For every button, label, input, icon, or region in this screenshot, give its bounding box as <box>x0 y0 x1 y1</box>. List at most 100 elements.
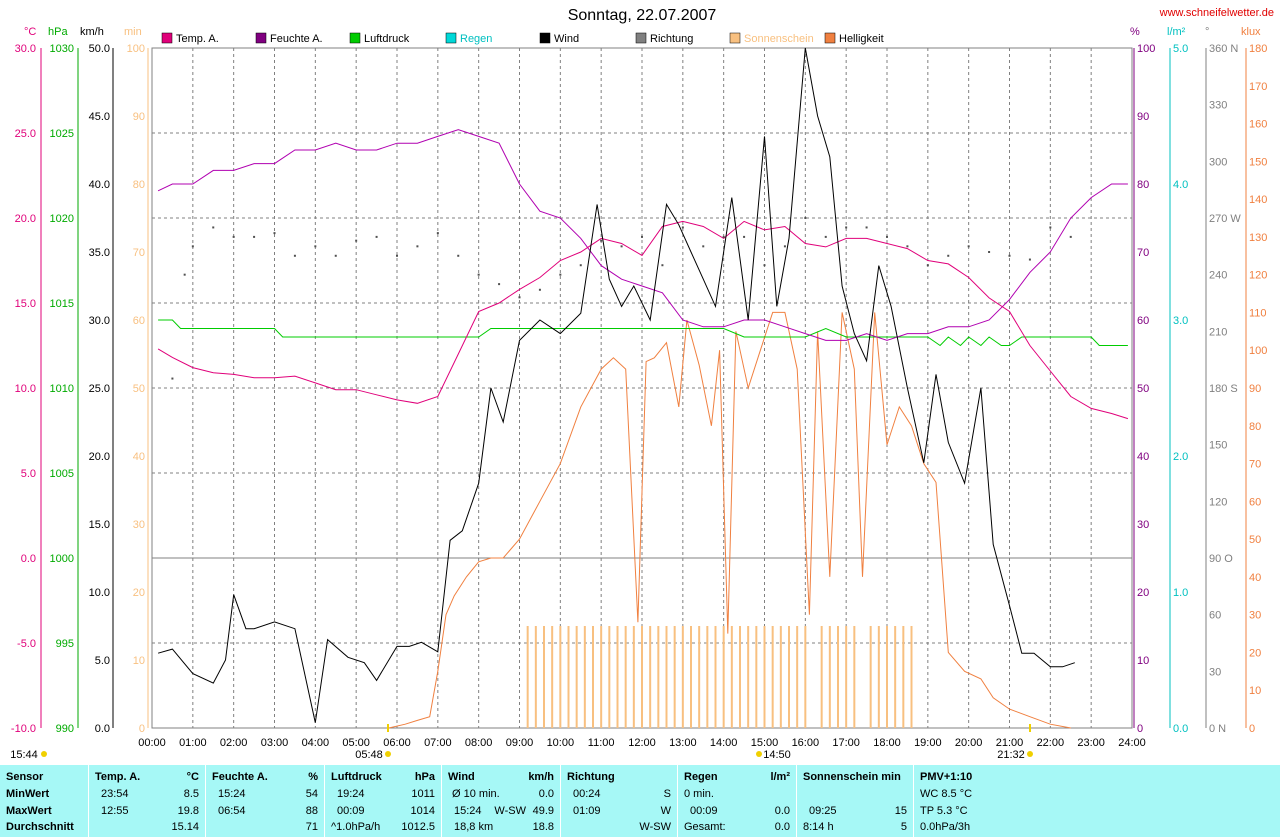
sunshine-avg-value: 5 <box>900 821 907 833</box>
klux-tick-label: 80 <box>1249 421 1261 433</box>
wind-unit-label: km/h <box>80 26 104 38</box>
direction-tick-label: 360 N <box>1209 43 1238 55</box>
pressure-tick-label: 1020 <box>50 213 74 225</box>
sunshine-tick-label: 0 <box>139 723 145 735</box>
direction-max-time: 01:09 <box>573 805 601 817</box>
pmv-column: PMV+1:10 WC 8.5 °C TP 5.3 °C 0.0hPa/3h <box>914 765 1280 837</box>
pmv-dewpoint: TP 5.3 °C <box>920 805 968 817</box>
sunshine-duration: 8:14 h <box>803 821 834 833</box>
legend-swatch <box>349 32 361 44</box>
direction-point <box>1069 235 1072 238</box>
sunshine-tick-label: 100 <box>127 43 145 55</box>
direction-point <box>416 245 419 248</box>
direction-point <box>498 283 501 286</box>
pressure-column: Luftdruck hPa 19:24 1011 00:09 1014 ^1.0… <box>325 765 441 837</box>
direction-point <box>600 239 603 242</box>
pressure-min-value: 1011 <box>411 788 435 800</box>
rain-tick-label: 1.0 <box>1173 587 1188 599</box>
direction-point <box>191 245 194 248</box>
sunshine-tick-label: 50 <box>133 383 145 395</box>
direction-point <box>334 254 337 257</box>
direction-point <box>518 296 521 299</box>
legend-swatch <box>539 32 551 44</box>
sunshine-tick-label: 40 <box>133 451 145 463</box>
rain-unit: l/m² <box>770 771 790 783</box>
direction-point <box>559 273 562 276</box>
pressure-unit-label: hPa <box>48 26 68 38</box>
moonrise-label: 15:44 <box>10 749 38 761</box>
direction-point <box>212 226 215 229</box>
humidity-tick-label: 70 <box>1137 247 1149 259</box>
direction-point <box>183 273 186 276</box>
direction-point <box>926 264 929 267</box>
humidity-header: Feuchte A. <box>212 771 268 783</box>
klux-unit-label: klux <box>1241 26 1261 38</box>
rain-tick-label: 0.0 <box>1173 723 1188 735</box>
sunrise-icon <box>385 751 391 757</box>
direction-tick-label: 30 <box>1209 666 1221 678</box>
direction-column: Richtung 00:24 S 01:09 W W-SW <box>561 765 677 837</box>
direction-header: Richtung <box>567 771 615 783</box>
klux-tick-label: 0 <box>1249 723 1255 735</box>
sunrise-label: 05:48 <box>355 749 383 761</box>
wind-tick-label: 35.0 <box>89 247 110 259</box>
direction-tick-label: 240 <box>1209 270 1227 282</box>
time-tick-label: 12:00 <box>628 737 656 749</box>
direction-point <box>579 264 582 267</box>
direction-point <box>886 235 888 238</box>
legend-entry: Sonnenschein <box>744 33 814 45</box>
direction-point <box>1008 254 1011 257</box>
humidity-tick-label: 60 <box>1137 315 1149 327</box>
direction-min-time: 00:24 <box>573 788 601 800</box>
time-tick-label: 09:00 <box>506 737 534 749</box>
brightness-line <box>388 311 1071 729</box>
direction-point <box>232 235 235 238</box>
pressure-line <box>158 319 1128 347</box>
direction-point <box>457 254 460 257</box>
time-tick-label: 00:00 <box>138 737 166 749</box>
legend-entry: Luftdruck <box>364 33 410 45</box>
temp-header: Temp. A. <box>95 771 141 783</box>
wind-min-value: 0.0 <box>538 788 554 800</box>
direction-point <box>681 226 684 229</box>
legend-entry: Wind <box>554 33 579 45</box>
direction-avg-value: W-SW <box>639 821 671 833</box>
legend-entry: Richtung <box>650 33 693 45</box>
humidity-tick-label: 50 <box>1137 383 1149 395</box>
humidity-tick-label: 10 <box>1137 655 1149 667</box>
wind-tick-label: 30.0 <box>89 315 110 327</box>
time-tick-label: 13:00 <box>669 737 697 749</box>
weather-chart: 30.025.020.015.010.05.00.0-5.0-10.010301… <box>10 7 1274 761</box>
rain-header: Regen <box>684 771 718 783</box>
time-tick-label: 17:00 <box>832 737 860 749</box>
moonrise-icon <box>41 751 47 757</box>
legend-entry: Temp. A. <box>176 33 219 45</box>
direction-tick-label: 0 N <box>1209 723 1226 735</box>
sunshine-tick-label: 30 <box>133 519 145 531</box>
klux-tick-label: 70 <box>1249 459 1261 471</box>
wind-avg10-label: Ø 10 min. <box>452 788 500 800</box>
pressure-trend: ^1.0hPa/h <box>331 821 381 833</box>
pressure-tick-label: 1030 <box>50 43 74 55</box>
humidity-tick-label: 40 <box>1137 451 1149 463</box>
legend-entry: Feuchte A. <box>270 33 323 45</box>
direction-point <box>253 235 256 238</box>
sensor-header: Sensor <box>6 771 44 783</box>
klux-tick-label: 50 <box>1249 534 1261 546</box>
humidity-max-time: 06:54 <box>218 805 246 817</box>
direction-point <box>947 254 950 257</box>
pressure-avg-value: 1012.5 <box>401 821 435 833</box>
legend-entry: Regen <box>460 33 492 45</box>
humidity-max-value: 88 <box>305 805 318 817</box>
sunshine-max-time: 09:25 <box>809 805 837 817</box>
time-tick-label: 16:00 <box>792 737 820 749</box>
humidity-column: Feuchte A. % 15:24 54 06:54 88 71 <box>206 765 324 837</box>
pressure-tick-label: 1025 <box>50 128 74 140</box>
klux-tick-label: 100 <box>1249 345 1267 357</box>
direction-unit-label: ° <box>1205 26 1209 38</box>
temp-tick-label: 5.0 <box>21 468 36 480</box>
time-tick-label: 03:00 <box>261 737 289 749</box>
humidity-unit-label: % <box>1130 26 1140 38</box>
humidity-unit: % <box>308 771 318 783</box>
temp-min-time: 23:54 <box>101 788 129 800</box>
